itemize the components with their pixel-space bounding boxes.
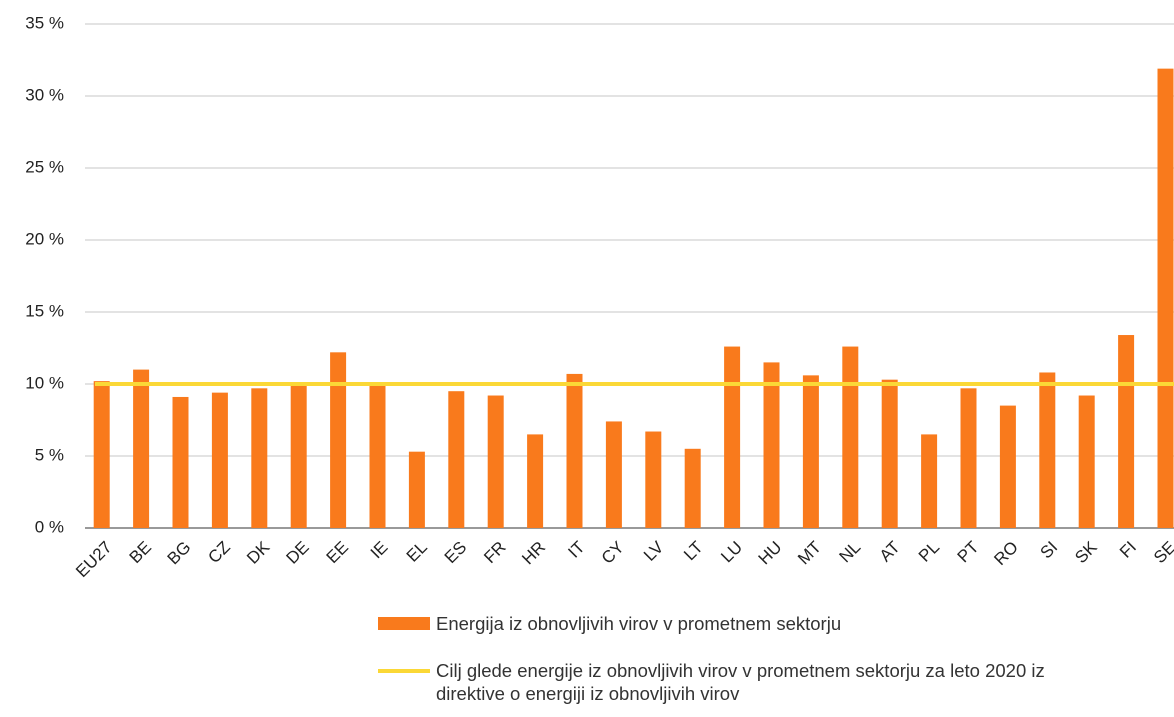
bar	[645, 431, 662, 528]
x-tick-label: LT	[680, 538, 707, 565]
bar	[842, 346, 859, 528]
x-tick-label: PT	[954, 538, 983, 567]
x-tick-label: IE	[367, 538, 392, 563]
x-tick-label: EU27	[72, 538, 116, 582]
x-tick-label: SI	[1037, 538, 1062, 563]
legend-label: Cilj glede energije iz obnovljivih virov…	[436, 660, 1045, 704]
y-tick-label: 35 %	[25, 13, 64, 32]
bar	[93, 381, 110, 528]
bar	[211, 392, 228, 528]
x-tick-label: AT	[876, 538, 904, 566]
x-tick-label: BE	[126, 538, 155, 567]
bar	[1157, 68, 1174, 528]
x-tick-label: CZ	[204, 538, 233, 567]
bar	[408, 451, 425, 528]
y-tick-label: 15 %	[25, 301, 64, 320]
y-tick-label: 5 %	[35, 445, 64, 464]
bar	[290, 384, 307, 528]
chart: 0 % 5 % 10 % 15 % 20 % 25 % 30 % 35 % EU27 BE BG CZ…	[25, 13, 1174, 582]
legend-item: Cilj glede energije iz obnovljivih virov…	[378, 659, 1058, 705]
bar	[802, 375, 819, 528]
x-tick-label: EL	[403, 538, 431, 566]
bar	[763, 362, 780, 528]
legend-swatch	[378, 617, 430, 630]
x-tick-label: FR	[480, 538, 509, 567]
bar	[251, 388, 268, 528]
x-tick-label: DE	[283, 538, 313, 568]
x-tick-label: EE	[323, 538, 352, 567]
y-tick-label: 25 %	[25, 157, 64, 176]
x-tick-label: SE	[1150, 538, 1174, 567]
x-tick-label: BG	[164, 538, 195, 569]
bar	[960, 388, 977, 528]
x-tick-label: ES	[441, 538, 470, 567]
bar	[999, 405, 1016, 528]
x-tick-label: MT	[794, 538, 825, 569]
y-tick-label: 30 %	[25, 85, 64, 104]
x-tick-label: DK	[243, 537, 274, 568]
x-tick-label: FI	[1116, 538, 1140, 562]
legend-swatch	[378, 669, 430, 673]
x-tick-label: NL	[835, 538, 864, 567]
bar	[448, 391, 465, 528]
bar	[1118, 335, 1135, 528]
x-tick-label: LV	[640, 537, 668, 565]
x-tick-label: LU	[717, 538, 746, 567]
bar	[566, 373, 583, 528]
bar	[1078, 395, 1095, 528]
bar	[684, 448, 701, 528]
x-tick-label: HR	[518, 538, 549, 569]
bar	[724, 346, 741, 528]
x-tick-label: SK	[1071, 537, 1101, 567]
bar	[172, 396, 189, 528]
x-tick-label: PL	[915, 538, 943, 566]
bar	[487, 395, 504, 528]
legend: Energija iz obnovljivih virov v prometne…	[378, 612, 1058, 717]
x-tick-label: IT	[564, 538, 588, 562]
x-tick-label: CY	[598, 538, 628, 568]
y-tick-label: 10 %	[25, 373, 64, 392]
bar	[330, 352, 347, 528]
y-tick-label: 20 %	[25, 229, 64, 248]
bar	[605, 421, 622, 528]
y-tick-label: 0 %	[35, 517, 64, 536]
bar	[133, 369, 150, 528]
legend-item: Energija iz obnovljivih virov v prometne…	[378, 612, 1058, 635]
bar	[881, 379, 898, 528]
x-tick-label: RO	[990, 538, 1021, 569]
x-tick-label: HU	[755, 538, 786, 569]
legend-label: Energija iz obnovljivih virov v prometne…	[436, 613, 842, 634]
bar	[1039, 372, 1056, 528]
bar	[527, 434, 544, 528]
bar	[921, 434, 938, 528]
bar	[369, 382, 386, 528]
